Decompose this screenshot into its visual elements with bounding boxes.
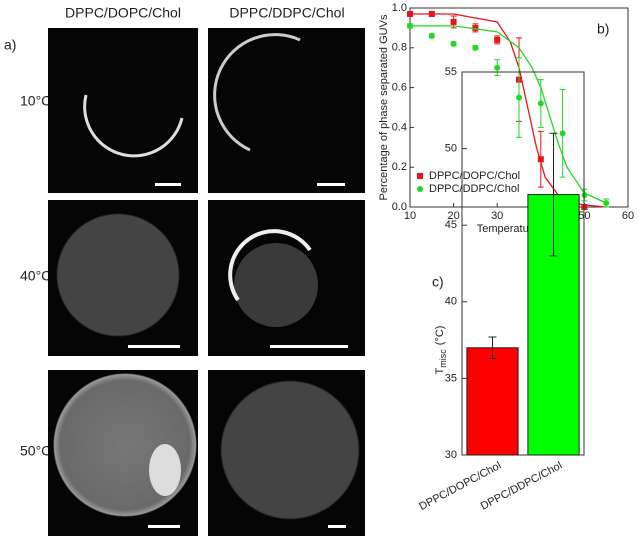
error-bar (549, 132, 558, 257)
bar (466, 347, 519, 456)
data-point (472, 44, 479, 51)
column-header: DPPC/DDPC/Chol (229, 5, 344, 21)
row-label: 50°C (20, 443, 51, 459)
y-tick-label: 1.0 (392, 2, 407, 14)
y-axis-label: Tmisc (°C) (434, 326, 448, 375)
data-point (407, 10, 413, 17)
panel-label: a) (4, 37, 16, 53)
plot-frame (461, 71, 585, 456)
data-point (559, 130, 566, 137)
plot-frame (409, 7, 629, 208)
y-tick-label: 0.0 (392, 201, 407, 213)
y-tick-label: 40 (445, 296, 457, 308)
y-tick-label: 35 (445, 372, 457, 384)
y-tick-label: 0.2 (392, 161, 407, 173)
y-axis-label: Percentage of phase separated GUVs (378, 14, 390, 200)
x-tick-label: 20 (447, 210, 459, 222)
y-axis-label-part: T (434, 367, 446, 374)
data-point (407, 22, 413, 29)
y-tick-label: 45 (445, 219, 457, 231)
x-tick-label: 60 (622, 210, 634, 222)
data-point (494, 64, 501, 71)
x-tick-label: 10 (404, 210, 416, 222)
data-point (428, 10, 435, 17)
y-tick-label: 55 (445, 66, 457, 78)
panel-label: c) (432, 274, 444, 290)
y-tick-label: 0.4 (392, 121, 407, 133)
data-point (450, 18, 457, 25)
row-label: 10°C (20, 93, 51, 109)
legend-label: DPPC/DDPC/Chol (429, 183, 519, 195)
x-tick-label: 30 (491, 210, 503, 222)
data-point (450, 40, 457, 47)
y-axis-label-part: (°C) (434, 326, 446, 346)
y-axis-label-part: misc (438, 349, 448, 368)
data-point (494, 36, 501, 43)
legend-label: DPPC/DOPC/Chol (429, 170, 520, 182)
column-header: DPPC/DOPC/Chol (65, 5, 181, 21)
micrographs (48, 28, 365, 536)
panel-label: b) (597, 21, 609, 37)
row-label: 40°C (20, 268, 51, 284)
y-tick-label: 0.6 (392, 82, 407, 94)
legend-marker (417, 173, 423, 179)
data-point (603, 200, 610, 207)
y-tick-label: 0.8 (392, 42, 407, 54)
data-point (428, 32, 435, 39)
data-point (516, 94, 522, 101)
y-tick-label: 30 (445, 449, 457, 461)
error-bar (488, 336, 497, 359)
y-tick-label: 50 (445, 143, 457, 155)
legend-marker (417, 186, 423, 192)
data-point (472, 24, 479, 31)
data-point (537, 156, 544, 163)
data-point (537, 100, 544, 107)
